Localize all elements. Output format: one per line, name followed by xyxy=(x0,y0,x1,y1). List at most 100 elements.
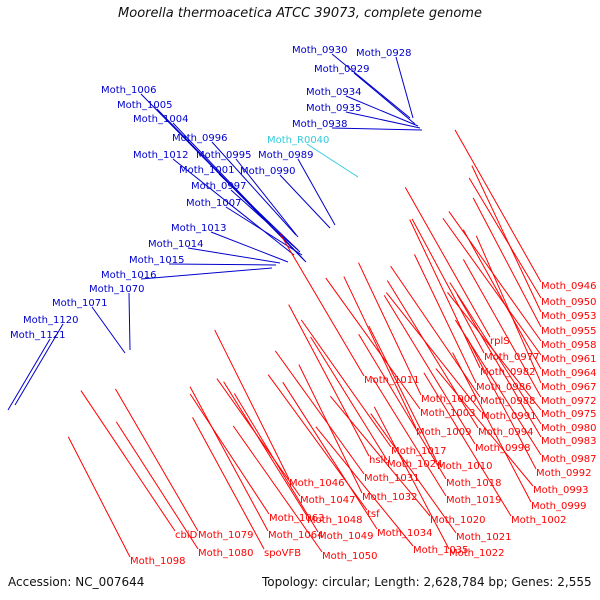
outer-leader-line xyxy=(172,122,307,263)
outer-leader-line xyxy=(168,263,277,266)
inner-gene-label: Moth_1064 xyxy=(268,530,323,541)
inner-gene-label: Moth_1009 xyxy=(416,427,471,438)
inner-leader-line xyxy=(471,165,542,313)
inner-leader-line xyxy=(468,177,542,299)
outer-gene-label: Moth_0930 xyxy=(292,45,347,56)
inner-gene-label: Moth_1019 xyxy=(446,495,501,506)
inner-leader-line xyxy=(310,336,388,461)
inner-gene-label: Moth_0964 xyxy=(541,368,596,379)
inner-gene-label: Moth_0953 xyxy=(541,311,596,322)
outer-gene-label: Moth_0997 xyxy=(191,181,246,192)
inner-gene-label: Moth_1024 xyxy=(387,459,442,470)
outer-leader-line xyxy=(353,72,416,125)
inner-leader-line xyxy=(462,259,542,398)
inner-gene-label: Moth_0961 xyxy=(541,354,596,365)
inner-leader-line xyxy=(423,372,512,517)
outer-gene-label: Moth_0929 xyxy=(314,64,369,75)
outer-leader-line xyxy=(345,111,421,129)
inner-leader-line xyxy=(386,280,479,429)
inner-leader-line xyxy=(383,295,476,445)
inner-gene-label: Moth_0967 xyxy=(541,382,596,393)
inner-leader-line xyxy=(475,235,542,384)
inner-gene-label: Moth_1003 xyxy=(420,408,475,419)
inner-gene-label: Moth_1048 xyxy=(307,515,362,526)
inner-gene-label: Moth_1010 xyxy=(437,461,492,472)
inner-leader-line xyxy=(115,388,199,532)
inner-gene-label: Moth_0988 xyxy=(480,396,535,407)
outer-gene-label: Moth_1120 xyxy=(23,315,78,326)
inner-leader-line xyxy=(298,364,363,494)
inner-leader-layer xyxy=(67,129,542,558)
inner-gene-label: Moth_1018 xyxy=(446,478,501,489)
inner-gene-label: Moth_1035 xyxy=(413,545,468,556)
outer-label-layer: Moth_0930 Moth_0928 Moth_0929 Moth_0934 Moth… xyxy=(10,45,411,341)
inner-gene-label: Moth_0950 xyxy=(541,297,596,308)
inner-gene-label: Moth_1063 xyxy=(269,513,324,524)
inner-gene-label: Moth_1034 xyxy=(377,528,432,539)
inner-gene-label: Moth_0977 xyxy=(484,352,539,363)
outer-gene-label: Moth_1007 xyxy=(186,198,241,209)
inner-gene-label: Moth_1017 xyxy=(391,446,446,457)
inner-gene-label: Moth_0991 xyxy=(481,411,536,422)
outer-gene-label: Moth_0938 xyxy=(292,119,347,130)
inner-gene-label: Moth_1020 xyxy=(430,515,485,526)
inner-gene-label: Moth_1021 xyxy=(456,532,511,543)
outer-gene-label: Moth_1015 xyxy=(129,255,184,266)
outer-gene-label: Moth_1004 xyxy=(133,114,188,125)
outer-gene-label: Moth_0928 xyxy=(356,48,411,59)
outer-gene-label: Moth_0989 xyxy=(258,150,313,161)
inner-leader-line xyxy=(373,406,450,550)
inner-gene-label: Moth_1046 xyxy=(289,478,344,489)
outer-gene-label: Moth_1013 xyxy=(171,223,226,234)
outer-leader-line xyxy=(395,56,414,119)
outer-gene-label: Moth_1005 xyxy=(117,100,172,111)
inner-gene-label: hslU xyxy=(369,455,391,466)
inner-gene-label: Moth_1031 xyxy=(364,473,419,484)
outer-gene-label: Moth_R0040 xyxy=(267,135,329,146)
inner-gene-label: Moth_0982 xyxy=(480,367,535,378)
outer-leader-line xyxy=(140,267,273,280)
inner-gene-label: Moth_0987 xyxy=(541,454,596,465)
inner-leader-line xyxy=(452,352,532,503)
outer-gene-label: Moth_1001 xyxy=(179,165,234,176)
inner-leader-line xyxy=(315,426,414,547)
outer-leader-line xyxy=(172,158,295,256)
outer-leader-line xyxy=(187,247,281,264)
inner-gene-label: rplS xyxy=(490,336,510,347)
inner-leader-line xyxy=(343,276,417,429)
inner-gene-label: Moth_0993 xyxy=(533,485,588,496)
inner-leader-line xyxy=(282,381,378,530)
outer-gene-label: Moth_0935 xyxy=(306,103,361,114)
outer-gene-label: Moth_0995 xyxy=(196,150,251,161)
outer-gene-label: Moth_1006 xyxy=(101,85,156,96)
inner-gene-label: Moth_0998 xyxy=(475,443,530,454)
inner-gene-label: Moth_1002 xyxy=(511,515,566,526)
inner-gene-label: Moth_1000 xyxy=(421,394,476,405)
inner-gene-label: Moth_0980 xyxy=(541,423,596,434)
outer-gene-label: Moth_1121 xyxy=(10,330,65,341)
inner-leader-line xyxy=(80,390,176,532)
inner-leader-line xyxy=(409,219,481,369)
inner-leader-line xyxy=(189,393,270,515)
outer-leader-line xyxy=(297,158,336,226)
inner-leader-line xyxy=(368,325,438,463)
outer-leader-line xyxy=(331,53,411,119)
inner-leader-line xyxy=(456,293,542,438)
outer-leader-line xyxy=(225,206,303,256)
inner-gene-label: Moth_1080 xyxy=(198,548,253,559)
accession-text: Accession: NC_007644 xyxy=(8,575,145,589)
outer-leader-line xyxy=(279,174,331,229)
inner-leader-line xyxy=(300,319,392,448)
outer-gene-label: Moth_0934 xyxy=(306,87,361,98)
inner-leader-line xyxy=(466,337,537,470)
inner-leader-line xyxy=(448,211,542,342)
inner-gene-label: Moth_1047 xyxy=(300,495,355,506)
inner-gene-label: Moth_0983 xyxy=(541,436,596,447)
outer-leader-line xyxy=(306,143,359,178)
inner-leader-line xyxy=(325,277,421,410)
outer-gene-label: Moth_1016 xyxy=(101,270,156,281)
inner-leader-line xyxy=(404,187,491,338)
inner-leader-line xyxy=(358,334,447,480)
outer-leader-line xyxy=(210,231,289,263)
